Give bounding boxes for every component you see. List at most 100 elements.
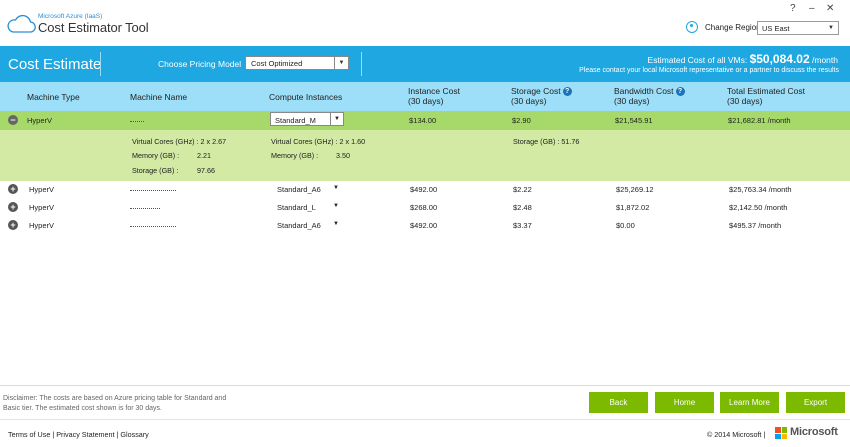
home-button[interactable]: Home	[655, 392, 714, 413]
col-instance-cost-label: Instance Cost	[408, 86, 460, 96]
close-button[interactable]: ✕	[826, 3, 835, 14]
redacted-name	[130, 189, 176, 192]
divider	[100, 52, 101, 76]
machine-name	[130, 116, 144, 125]
redacted-name	[130, 207, 160, 210]
link-separator: |	[116, 430, 119, 439]
col-instance-cost-sub: (30 days)	[408, 96, 444, 106]
glossary-link[interactable]: Glossary	[120, 430, 149, 439]
help-icon[interactable]: ?	[675, 87, 685, 96]
bandwidth-cost: $1,872.02	[616, 203, 650, 212]
source-vcores: Virtual Cores (GHz) : 2 x 2.67	[132, 137, 227, 146]
microsoft-wordmark: Microsoft	[790, 426, 838, 438]
machine-name	[130, 203, 160, 212]
table-row[interactable]: + HyperV Standard_A6 ▼ $492.00 $2.22 $25…	[0, 180, 850, 198]
terms-link[interactable]: Terms of Use	[8, 430, 51, 439]
copyright: © 2014 Microsoft |	[707, 430, 765, 439]
minimize-button[interactable]: –	[809, 3, 815, 14]
machine-type: HyperV	[29, 221, 55, 230]
region-value: US East	[762, 24, 790, 33]
chevron-down-icon[interactable]: ▼	[333, 203, 339, 209]
machine-type: HyperV	[29, 203, 55, 212]
row-details: Virtual Cores (GHz) : 2 x 2.67 Memory (G…	[0, 130, 850, 181]
col-storage-cost-label: Storage Cost	[511, 86, 561, 96]
chevron-down-icon: ▼	[330, 113, 343, 125]
source-storage-value: 97.66	[197, 166, 215, 175]
target-memory-value: 3.50	[336, 151, 350, 160]
divider	[361, 52, 362, 76]
estimated-cost-suffix: /month	[809, 55, 838, 65]
target-storage: Storage (GB) : 51.76	[513, 137, 580, 146]
chevron-down-icon[interactable]: ▼	[333, 185, 339, 191]
estimated-cost-amount: $50,084.02	[749, 52, 810, 66]
change-region-label: Change Region	[705, 23, 761, 32]
storage-cost: $2.48	[513, 203, 532, 212]
bandwidth-cost: $25,269.12	[616, 185, 654, 194]
col-bandwidth-cost: Bandwidth Cost? (30 days)	[614, 86, 685, 106]
col-total-cost: Total Estimated Cost (30 days)	[727, 86, 805, 106]
bandwidth-cost: $21,545.91	[615, 116, 653, 125]
instance-cost: $492.00	[410, 221, 438, 230]
learn-more-button[interactable]: Learn More	[720, 392, 779, 413]
disclaimer: Disclaimer: The costs are based on Azure…	[3, 395, 227, 412]
total-cost: $25,763.34 /month	[729, 185, 792, 194]
machine-type: HyperV	[29, 185, 55, 194]
instance-cost: $268.00	[410, 203, 438, 212]
redacted-name	[130, 120, 144, 123]
title-bar: Microsoft Azure (IaaS) Cost Estimator To…	[0, 0, 850, 46]
target-memory-label: Memory (GB) :	[271, 151, 319, 160]
copyright-text: © 2014 Microsoft	[707, 430, 762, 439]
instance-cost: $134.00	[409, 116, 437, 125]
page-title: Cost Estimate	[8, 56, 102, 73]
chevron-down-icon[interactable]: ▼	[333, 221, 339, 227]
instance-select[interactable]: Standard_A6	[277, 185, 321, 194]
table-row[interactable]: + HyperV Standard_A6 ▼ $492.00 $3.37 $0.…	[0, 216, 850, 234]
collapse-icon[interactable]: −	[8, 115, 18, 125]
source-memory-value: 2.21	[197, 151, 211, 160]
copyright-separator: |	[763, 430, 766, 439]
help-icon[interactable]: ?	[562, 87, 572, 96]
chevron-down-icon: ▼	[334, 57, 348, 69]
region-select[interactable]: US East ▼	[757, 21, 839, 35]
machine-type: HyperV	[27, 116, 53, 125]
col-storage-cost-sub: (30 days)	[511, 96, 547, 106]
link-separator: |	[52, 430, 55, 439]
help-button[interactable]: ?	[790, 3, 796, 14]
machine-name	[130, 185, 176, 194]
table-row[interactable]: + HyperV Standard_L ▼ $268.00 $2.48 $1,8…	[0, 198, 850, 216]
location-pin-icon	[686, 21, 698, 33]
col-storage-cost: Storage Cost? (30 days)	[511, 86, 572, 106]
back-button[interactable]: Back	[589, 392, 648, 413]
instance-value: Standard_M	[275, 116, 316, 125]
divider	[0, 385, 850, 386]
contact-note: Please contact your local Microsoft repr…	[579, 67, 839, 74]
privacy-link[interactable]: Privacy Statement	[56, 430, 115, 439]
estimated-cost-prefix: Estimated Cost of all VMs:	[647, 55, 750, 65]
instance-cost: $492.00	[410, 185, 438, 194]
table-header: Machine Type Machine Name Compute Instan…	[0, 82, 850, 111]
microsoft-logo-icon	[775, 427, 787, 439]
chevron-down-icon: ▼	[828, 25, 834, 31]
instance-select[interactable]: Standard_A6	[277, 221, 321, 230]
storage-cost: $2.22	[513, 185, 532, 194]
divider	[0, 419, 850, 420]
expand-icon[interactable]: +	[8, 184, 18, 194]
col-total-cost-label: Total Estimated Cost	[727, 86, 805, 96]
pricing-model-select[interactable]: Cost Optimized ▼	[245, 56, 349, 70]
instance-select[interactable]: Standard_M ▼	[270, 112, 344, 126]
storage-cost: $3.37	[513, 221, 532, 230]
machine-name	[130, 221, 176, 230]
col-machine-name: Machine Name	[130, 92, 188, 102]
redacted-name	[130, 225, 176, 228]
expand-icon[interactable]: +	[8, 220, 18, 230]
source-memory-label: Memory (GB) :	[132, 151, 180, 160]
storage-cost: $2.90	[512, 116, 531, 125]
col-bandwidth-cost-label: Bandwidth Cost	[614, 86, 674, 96]
col-machine-type: Machine Type	[27, 92, 80, 102]
footer-links: Terms of Use | Privacy Statement | Gloss…	[8, 430, 149, 439]
instance-select[interactable]: Standard_L	[277, 203, 316, 212]
export-button[interactable]: Export	[786, 392, 845, 413]
table-row[interactable]: − HyperV Standard_M ▼ $134.00 $2.90 $21,…	[0, 111, 850, 130]
azure-cloud-icon	[7, 14, 36, 33]
expand-icon[interactable]: +	[8, 202, 18, 212]
